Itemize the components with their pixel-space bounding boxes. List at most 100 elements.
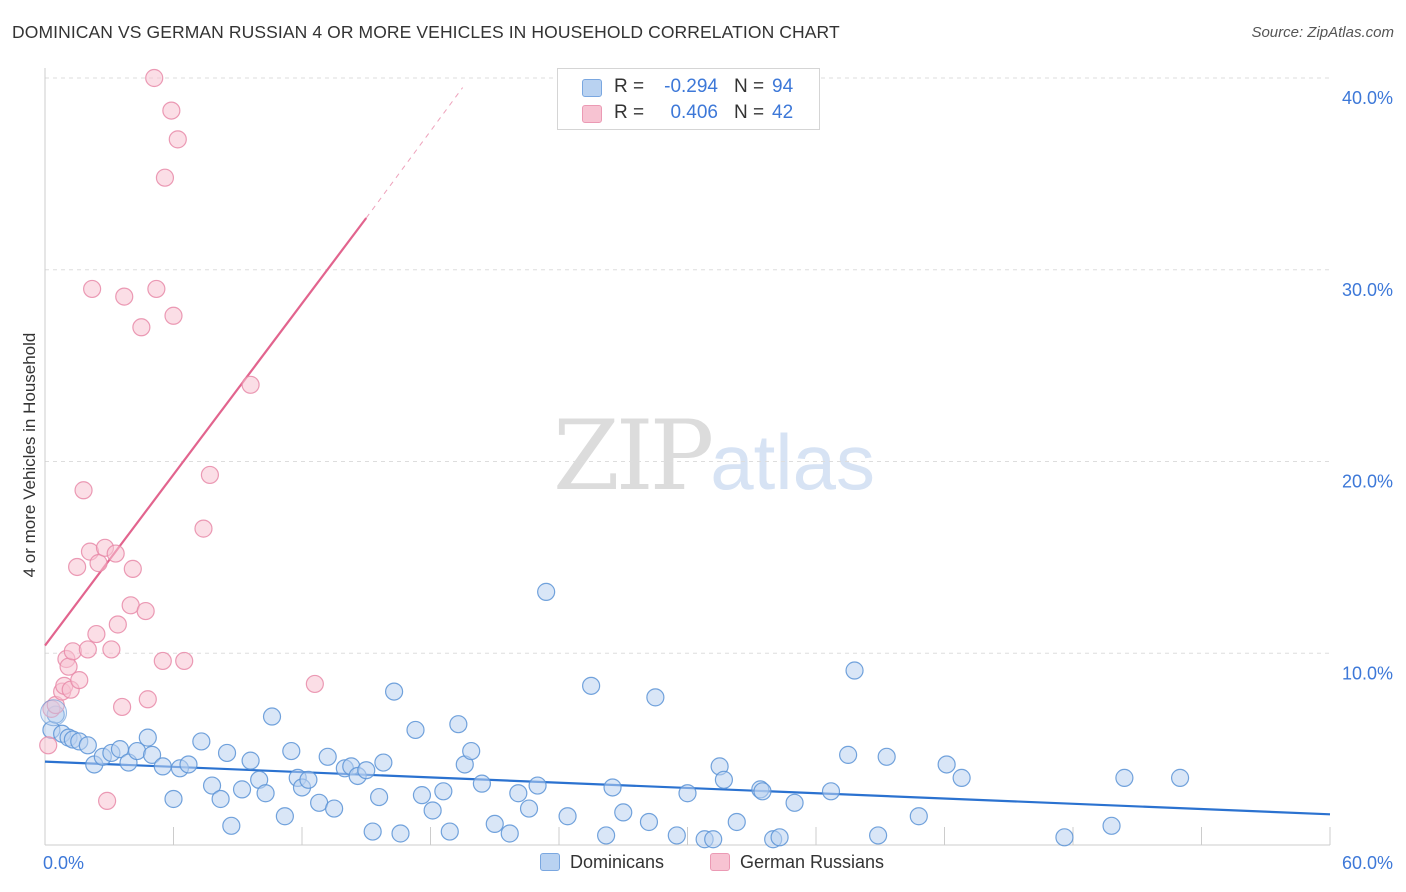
dominican-point <box>153 757 172 776</box>
dominican-point <box>440 822 459 841</box>
legend-item-dominicans[interactable]: Dominicans <box>540 852 664 873</box>
legend-n-value-german-russians: 42 <box>772 102 794 123</box>
dominican-point <box>485 814 504 834</box>
dominican-point <box>937 755 956 774</box>
dominican-point <box>1055 828 1074 847</box>
dominican-point <box>217 743 237 763</box>
german-russian-point <box>70 670 89 690</box>
dominican-point <box>462 741 481 761</box>
legend-swatch-german-russians <box>710 853 730 871</box>
german-russian-point <box>106 544 125 563</box>
dominican-point <box>202 776 222 795</box>
dominican-point <box>1102 816 1121 835</box>
dominican-point <box>384 682 404 701</box>
legend-r-label: R = <box>614 102 645 123</box>
legend-swatch-blue <box>582 79 602 97</box>
dominican-point <box>391 824 410 843</box>
legend-swatch-pink <box>582 105 602 123</box>
dominican-point <box>179 755 198 774</box>
german-russian-point <box>98 791 117 810</box>
dominican-point <box>472 774 491 793</box>
dominican-point <box>519 799 539 818</box>
dominican-point <box>412 786 432 805</box>
legend-label-german-russians: German Russians <box>740 852 885 872</box>
dominican-point <box>582 676 601 695</box>
dominican-point <box>869 826 888 845</box>
legend-swatch-dominicans <box>540 853 560 871</box>
german-russian-point <box>200 465 220 485</box>
german-russian-point <box>175 651 194 671</box>
dominican-point <box>821 782 841 801</box>
trend-line-german-russians <box>44 217 368 647</box>
dominican-point <box>785 793 804 812</box>
dominican-point <box>614 803 633 822</box>
dominican-point <box>325 799 344 818</box>
y-tick-label: 40.0% <box>1342 88 1393 108</box>
dominican-point <box>275 807 294 826</box>
legend-r-label: R = <box>614 76 645 97</box>
german-russian-point <box>112 697 132 717</box>
trend-line-german-russians-extension <box>365 87 464 219</box>
dominican-point <box>537 582 556 601</box>
german-russian-point <box>123 559 142 578</box>
german-russian-point <box>115 287 134 306</box>
legend-r-value-dominicans: -0.294 <box>664 76 718 97</box>
dominican-point <box>877 747 896 766</box>
dominican-point <box>357 761 376 780</box>
dominican-point <box>363 822 382 841</box>
dominican-point <box>434 782 453 801</box>
dominican-point <box>406 720 425 740</box>
german-russian-point <box>89 554 108 573</box>
dominican-point <box>528 776 547 795</box>
legend-n-label: N = <box>734 102 765 123</box>
dominican-point <box>232 780 252 799</box>
german-russian-point <box>108 615 127 634</box>
dominican-point <box>164 789 183 809</box>
dominican-point <box>449 715 468 734</box>
german-russian-point <box>153 651 172 671</box>
german-russian-point <box>138 690 157 709</box>
dominican-point-large <box>40 699 68 727</box>
dominican-point <box>318 747 337 766</box>
german-russian-point <box>87 624 106 644</box>
german-russian-point <box>168 130 187 149</box>
dominican-point <box>714 770 734 789</box>
axes <box>44 68 1331 846</box>
y-tick-label: 30.0% <box>1342 280 1393 300</box>
german-russian-point <box>164 306 183 325</box>
dominican-point <box>262 707 282 726</box>
dominican-point <box>241 751 260 770</box>
german-russian-point <box>39 736 58 755</box>
dominican-point <box>138 728 157 747</box>
watermark-zip: ZIP <box>553 400 714 512</box>
trend-lines <box>44 87 1331 816</box>
legend-n-label: N = <box>734 76 765 97</box>
german-russian-point <box>74 481 93 500</box>
german-russian-point <box>68 557 87 577</box>
chart-title: DOMINICAN VS GERMAN RUSSIAN 4 OR MORE VE… <box>12 22 840 42</box>
legend-item-german-russians[interactable]: German Russians <box>710 852 884 873</box>
dominican-point <box>222 816 241 835</box>
german-russian-point <box>102 640 121 659</box>
german-russian-point <box>147 279 166 299</box>
dominican-point <box>423 801 442 820</box>
dominican-point <box>639 812 659 832</box>
correlation-legend: R = -0.294 N = 94 R = 0.406 N = 42 <box>557 68 820 130</box>
german-russian-point <box>162 101 181 120</box>
dominican-point <box>192 732 211 751</box>
dominican-point <box>597 826 616 845</box>
german-russian-point <box>132 318 151 337</box>
dominican-point <box>603 778 622 797</box>
dominican-point <box>1170 768 1190 787</box>
german-russian-point <box>83 279 102 299</box>
legend-r-value-german-russians: 0.406 <box>670 102 718 123</box>
dominican-point <box>78 736 97 755</box>
legend-label-dominicans: Dominicans <box>570 852 665 872</box>
y-tick-label: 10.0% <box>1342 663 1393 683</box>
dominican-point <box>704 830 723 849</box>
dominican-point <box>667 826 686 845</box>
dominican-point <box>211 789 230 809</box>
dominican-point <box>770 828 789 847</box>
dominican-point <box>1115 768 1134 787</box>
